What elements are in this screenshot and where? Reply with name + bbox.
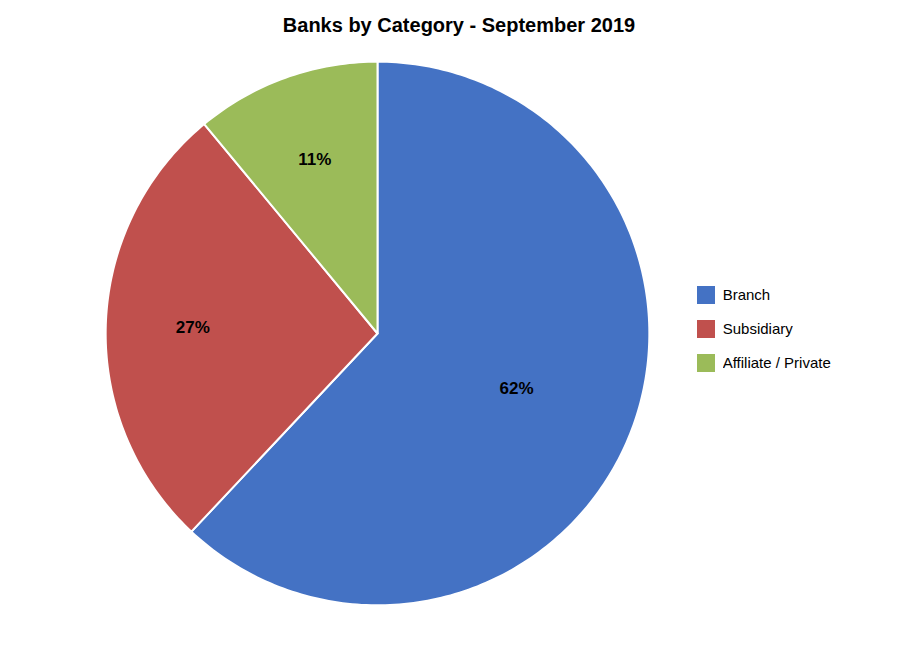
html-text:Branch: Branch <box>722 286 771 304</box>
html-text:Subsidiary: Subsidiary <box>722 320 793 338</box>
svg-text:11%: 11% <box>299 150 332 169</box>
svg-text:27%: 27% <box>176 318 210 337</box>
html-text:Banks by Category - September: Banks by Category - September 2019 <box>282 14 636 36</box>
html-text:Affiliate / Private: Affiliate / Private <box>722 354 831 372</box>
svg-text:62%: 62% <box>500 379 534 398</box>
